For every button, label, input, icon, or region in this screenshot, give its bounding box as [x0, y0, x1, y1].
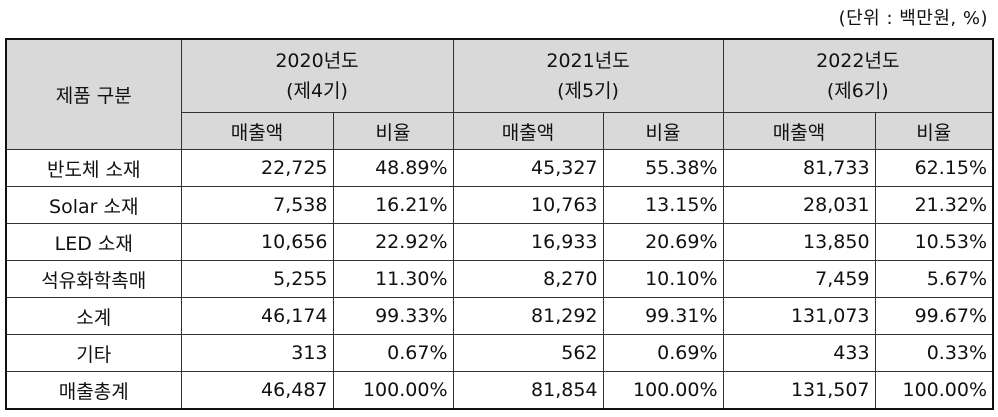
- ratio-cell: 10.10%: [602, 260, 724, 298]
- row-label: 매출총계: [5, 371, 182, 410]
- year-label: 2022년도: [816, 50, 900, 72]
- sales-cell: 81,292: [452, 297, 604, 335]
- ratio-cell: 62.15%: [874, 149, 994, 187]
- ratio-cell: 100.00%: [874, 371, 994, 410]
- sales-cell: 5,255: [180, 260, 334, 298]
- table-row: LED 소재 10,656 22.92% 16,933 20.69% 13,85…: [5, 223, 994, 261]
- ratio-cell: 99.31%: [602, 297, 724, 335]
- ratio-cell: 11.30%: [332, 260, 454, 298]
- unit-label: (단위 : 백만원, %): [838, 8, 988, 29]
- ratio-cell: 10.53%: [874, 223, 994, 261]
- ratio-cell: 100.00%: [332, 371, 454, 410]
- sales-cell: 433: [722, 334, 876, 372]
- row-label: 석유화학촉매: [5, 260, 182, 298]
- sales-cell: 13,850: [722, 223, 876, 261]
- sales-cell: 28,031: [722, 186, 876, 224]
- sales-header: 매출액: [722, 112, 876, 150]
- sales-cell: 22,725: [180, 149, 334, 187]
- ratio-cell: 0.33%: [874, 334, 994, 372]
- table-row: Solar 소재 7,538 16.21% 10,763 13.15% 28,0…: [5, 186, 994, 224]
- ratio-cell: 5.67%: [874, 260, 994, 298]
- sales-cell: 16,933: [452, 223, 604, 261]
- sales-cell: 10,656: [180, 223, 334, 261]
- row-label: 소계: [5, 297, 182, 335]
- ratio-cell: 0.67%: [332, 334, 454, 372]
- sales-table: 제품 구분 2020년도 (제4기) 2021년도 (제5기) 2022년도 (…: [5, 38, 995, 410]
- table-row: 소계 46,174 99.33% 81,292 99.31% 131,073 9…: [5, 297, 994, 335]
- sales-cell: 46,487: [180, 371, 334, 410]
- ratio-cell: 21.32%: [874, 186, 994, 224]
- year-label: 2021년도: [546, 50, 630, 72]
- sales-cell: 81,854: [452, 371, 604, 410]
- table-row: 매출총계 46,487 100.00% 81,854 100.00% 131,5…: [5, 371, 994, 410]
- period-label: (제5기): [557, 80, 619, 102]
- period-label: (제6기): [826, 80, 889, 102]
- row-label: 기타: [5, 334, 182, 372]
- ratio-cell: 99.67%: [874, 297, 994, 335]
- ratio-cell: 13.15%: [602, 186, 724, 224]
- ratio-header: 비율: [332, 112, 454, 150]
- category-header: 제품 구분: [5, 38, 182, 150]
- table-row: 석유화학촉매 5,255 11.30% 8,270 10.10% 7,459 5…: [5, 260, 994, 298]
- sales-cell: 7,538: [180, 186, 334, 224]
- sales-cell: 46,174: [180, 297, 334, 335]
- sales-header: 매출액: [180, 112, 334, 150]
- period-label: (제4기): [286, 80, 348, 102]
- sales-cell: 131,073: [722, 297, 876, 335]
- ratio-cell: 20.69%: [602, 223, 724, 261]
- year-label: 2020년도: [275, 50, 359, 72]
- year-header-2020: 2020년도 (제4기): [180, 38, 454, 113]
- ratio-cell: 99.33%: [332, 297, 454, 335]
- sales-header: 매출액: [452, 112, 604, 150]
- ratio-cell: 48.89%: [332, 149, 454, 187]
- sales-cell: 45,327: [452, 149, 604, 187]
- row-label: Solar 소재: [5, 186, 182, 224]
- sales-cell: 7,459: [722, 260, 876, 298]
- sales-cell: 313: [180, 334, 334, 372]
- sales-cell: 81,733: [722, 149, 876, 187]
- ratio-header: 비율: [602, 112, 724, 150]
- ratio-cell: 100.00%: [602, 371, 724, 410]
- row-label: LED 소재: [5, 223, 182, 261]
- ratio-cell: 55.38%: [602, 149, 724, 187]
- year-header-2022: 2022년도 (제6기): [722, 38, 994, 113]
- table-row: 반도체 소재 22,725 48.89% 45,327 55.38% 81,73…: [5, 149, 994, 187]
- sales-cell: 562: [452, 334, 604, 372]
- ratio-cell: 0.69%: [602, 334, 724, 372]
- row-label: 반도체 소재: [5, 149, 182, 187]
- year-header-2021: 2021년도 (제5기): [452, 38, 724, 113]
- ratio-header: 비율: [874, 112, 994, 150]
- sales-cell: 10,763: [452, 186, 604, 224]
- sales-cell: 131,507: [722, 371, 876, 410]
- ratio-cell: 16.21%: [332, 186, 454, 224]
- sales-cell: 8,270: [452, 260, 604, 298]
- table-row: 기타 313 0.67% 562 0.69% 433 0.33%: [5, 334, 994, 372]
- ratio-cell: 22.92%: [332, 223, 454, 261]
